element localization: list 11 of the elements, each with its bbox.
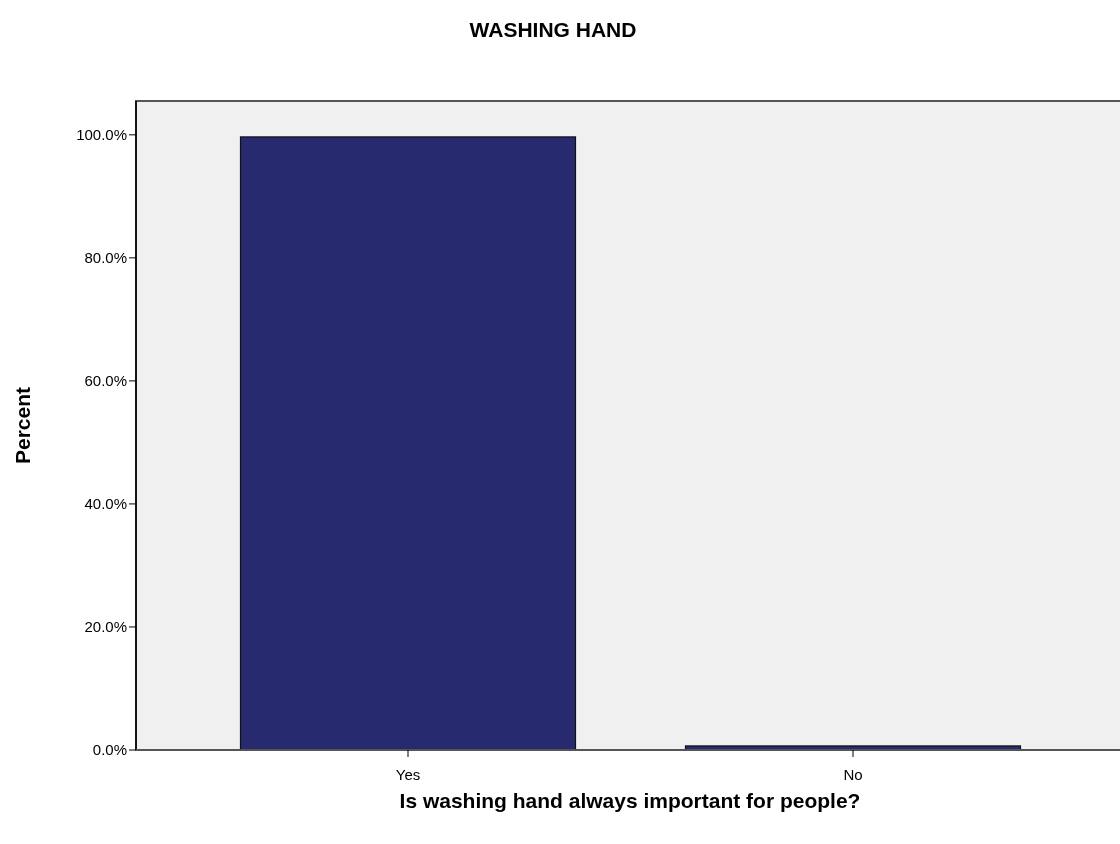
y-tick-label: 60.0% xyxy=(84,372,127,390)
chart-title: WASHING HAND xyxy=(469,18,637,41)
y-tick-label: 40.0% xyxy=(84,495,127,513)
y-axis-title: Percent xyxy=(11,386,34,465)
y-tick-label: 100.0% xyxy=(76,126,127,144)
x-axis-title: Is washing hand always important for people? xyxy=(399,789,861,812)
x-tick-label: Yes xyxy=(395,766,421,783)
x-tick-label: No xyxy=(843,766,863,783)
y-tick-label: 80.0% xyxy=(84,249,127,267)
y-tick-label: 20.0% xyxy=(84,618,127,636)
y-tick-label: 0.0% xyxy=(92,741,127,759)
